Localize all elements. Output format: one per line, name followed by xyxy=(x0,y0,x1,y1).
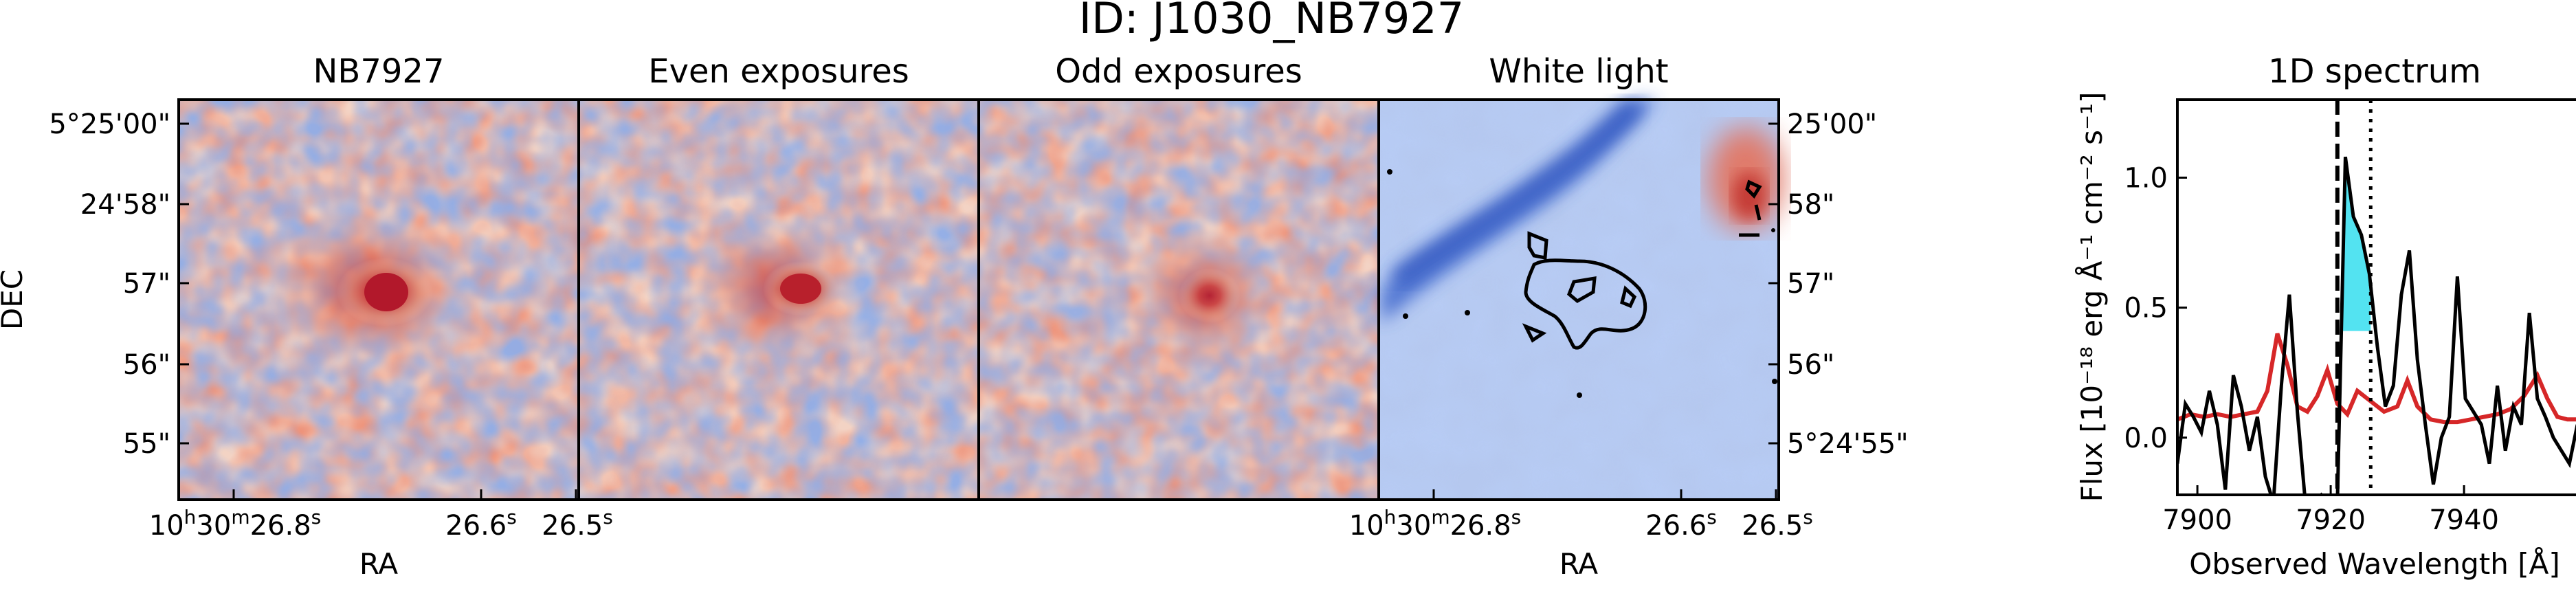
x-tick-label: 7940 xyxy=(2429,504,2499,536)
dec-axis-label: DEC xyxy=(0,269,29,330)
x-tick-label: 7920 xyxy=(2296,504,2366,536)
ra-tick-p1-3: 26.5s xyxy=(542,506,613,542)
ra-axis-label-right: RA xyxy=(1559,547,1598,581)
panel-title-1: NB7927 xyxy=(313,52,445,91)
y-tick-label: 0.0 xyxy=(2124,423,2168,454)
y-tick-label: 0.5 xyxy=(2124,293,2168,324)
spectrum-frame xyxy=(2176,98,2576,496)
panel-title-3: Odd exposures xyxy=(1055,52,1302,91)
x-tick-label: 7900 xyxy=(2162,504,2232,536)
dec-tick-right-3: 57" xyxy=(1787,268,1834,300)
ra-tick-p4-1: 10h30m26.8s xyxy=(1349,506,1522,542)
ra-axis-panel4 xyxy=(1432,489,1777,500)
contour-specks xyxy=(1387,169,1777,398)
dec-tick-left-4: 56" xyxy=(123,349,170,381)
panel-odd-exposures: Odd exposures xyxy=(977,52,1380,501)
dec-tick-left-5: 55" xyxy=(123,428,170,460)
dec-tick-right-1: 25'00" xyxy=(1787,109,1877,140)
spectrum-title: 1D spectrum xyxy=(2268,52,2481,91)
spectrum-panel: 1D spectrum 7900 7920 7940 0.0 0.5 1.0 Observ… xyxy=(2074,52,2576,581)
panel-title-4: White light xyxy=(1489,52,1668,91)
panel-title-2: Even exposures xyxy=(648,52,909,91)
spectrum-ylabel: Flux [10⁻¹⁸ erg Å⁻¹ cm⁻² s⁻¹] xyxy=(2074,92,2109,502)
dec-axis-right xyxy=(1768,122,1779,445)
spectrum-ticks: 7900 7920 7940 0.0 0.5 1.0 xyxy=(2124,162,2499,536)
dec-tick-left-3: 57" xyxy=(123,268,170,300)
dec-tick-right-5: 5°24'55" xyxy=(1787,428,1909,460)
dec-tick-right-2: 58" xyxy=(1787,189,1834,221)
y-tick-label: 1.0 xyxy=(2124,162,2168,194)
panel-nb7927: NB7927 xyxy=(177,52,580,501)
panel-even-exposures: Even exposures xyxy=(577,52,980,501)
ra-axis-label-left: RA xyxy=(359,547,398,581)
figure-title: ID: J1030_NB7927 xyxy=(1079,0,1464,43)
spectrum-xlabel: Observed Wavelength [Å] xyxy=(2189,546,2560,581)
white-light-contours xyxy=(1522,179,1762,350)
ra-tick-p4-3: 26.5s xyxy=(1742,506,1813,542)
dec-tick-left-1: 5°25'00" xyxy=(49,109,170,140)
ra-axis-panel1 xyxy=(232,489,577,500)
dec-tick-left-2: 24'58" xyxy=(80,189,170,221)
spectrum-plot-area xyxy=(2177,100,2576,495)
dec-axis-left xyxy=(179,122,189,445)
ra-tick-p1-2: 26.6s xyxy=(445,506,517,542)
flux-spectrum-line xyxy=(2177,156,2576,495)
line-flux-region xyxy=(2340,159,2371,331)
ra-tick-p4-2: 26.6s xyxy=(1645,506,1717,542)
ra-tick-p1-1: 10h30m26.8s xyxy=(149,506,322,542)
panel-white-light: White light xyxy=(1377,52,1784,501)
dec-tick-right-4: 56" xyxy=(1787,349,1834,381)
